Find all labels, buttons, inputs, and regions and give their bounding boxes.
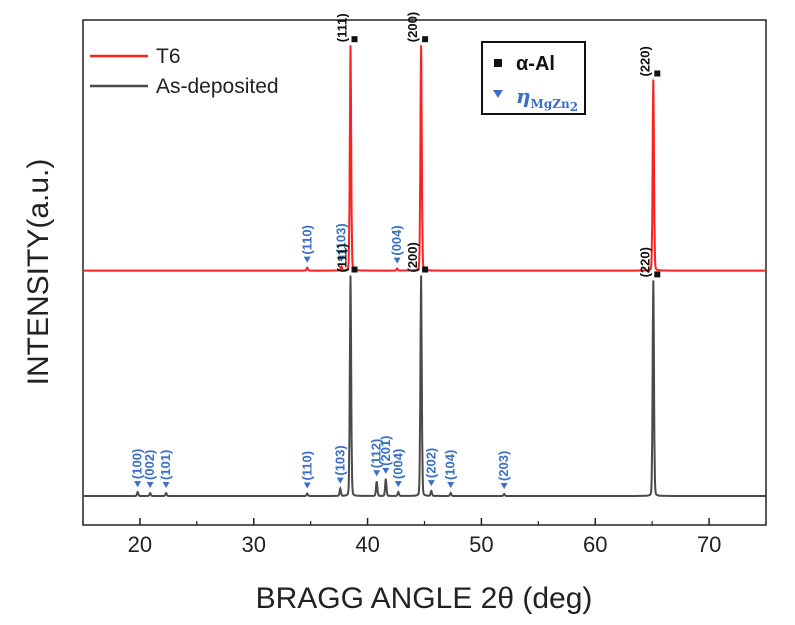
peak-label: (200) (405, 12, 420, 42)
legend-label-t6: T6 (156, 45, 181, 68)
peak-label: (104) (443, 450, 458, 480)
eta-marker (337, 255, 345, 262)
alpha-al-square-icon (494, 59, 502, 67)
x-tick-label: 60 (583, 532, 607, 557)
peak-label: (110) (299, 451, 314, 481)
x-tick-label: 50 (469, 532, 493, 557)
peak-label: (111) (335, 244, 350, 273)
eta-marker (382, 467, 390, 474)
alpha-al-marker (654, 70, 661, 77)
alpha-al-marker (351, 36, 358, 43)
eta-marker (134, 481, 142, 488)
peak-label: (220) (637, 46, 652, 76)
peak-label: (002) (142, 450, 157, 480)
x-tick-label: 70 (697, 532, 721, 557)
peak-label: (004) (390, 449, 405, 479)
peak-label: (110) (299, 225, 314, 255)
peak-label: (004) (389, 225, 404, 255)
peak-label: (200) (405, 242, 420, 272)
peak-label: (202) (423, 448, 438, 478)
phase-legend-eta-label: ηMgZn2 (516, 84, 578, 114)
peak-label: (103) (332, 445, 347, 475)
peak-label: (101) (158, 450, 173, 480)
alpha-al-marker (422, 36, 429, 43)
legend-label-as-deposited: As-deposited (156, 75, 279, 98)
eta-marker (303, 482, 311, 489)
eta-marker (146, 482, 154, 489)
eta-marker (427, 480, 435, 487)
phase-legend-box (481, 41, 586, 115)
phase-legend-alpha-label: α-Al (516, 53, 555, 75)
peak-label: (201) (378, 435, 393, 465)
eta-triangle-icon (493, 90, 503, 98)
x-axis-title: BRAGG ANGLE 2θ (deg) (256, 582, 593, 615)
x-tick-label: 30 (242, 532, 266, 557)
peak-label: (112) (369, 439, 384, 469)
peak-label: (203) (496, 451, 511, 481)
eta-marker (162, 482, 170, 489)
phase-legend: α-Al ηMgZn2 (481, 41, 586, 115)
peak-label: (103) (333, 223, 348, 253)
peak-annotations: (111) (200) (220) (110) (103) (004) (111) (200)… (130, 12, 661, 490)
y-axis-title: INTENSITY(a.u.) (22, 159, 55, 386)
eta-marker (373, 470, 381, 477)
series-legend: T6 As-deposited (90, 45, 279, 98)
x-tick-label: 20 (128, 532, 152, 557)
eta-marker (303, 256, 311, 263)
peak-label: (220) (637, 247, 652, 277)
alpha-al-marker (654, 271, 661, 278)
eta-symbol: η (516, 84, 531, 108)
series-line-as-deposited (83, 275, 766, 497)
x-tick-label: 40 (355, 532, 379, 557)
eta-subscript-2: 2 (570, 100, 578, 114)
peak-label: (100) (130, 449, 145, 479)
eta-marker (393, 257, 401, 264)
x-axis: 20 30 40 50 60 70 (82, 518, 767, 557)
eta-marker (447, 482, 455, 489)
eta-marker (336, 477, 344, 484)
eta-subscript: MgZn (531, 97, 570, 111)
eta-marker (394, 481, 402, 488)
peak-label: (111) (335, 13, 350, 42)
alpha-al-marker (422, 266, 429, 273)
alpha-al-marker (351, 266, 358, 273)
eta-marker (500, 483, 508, 490)
